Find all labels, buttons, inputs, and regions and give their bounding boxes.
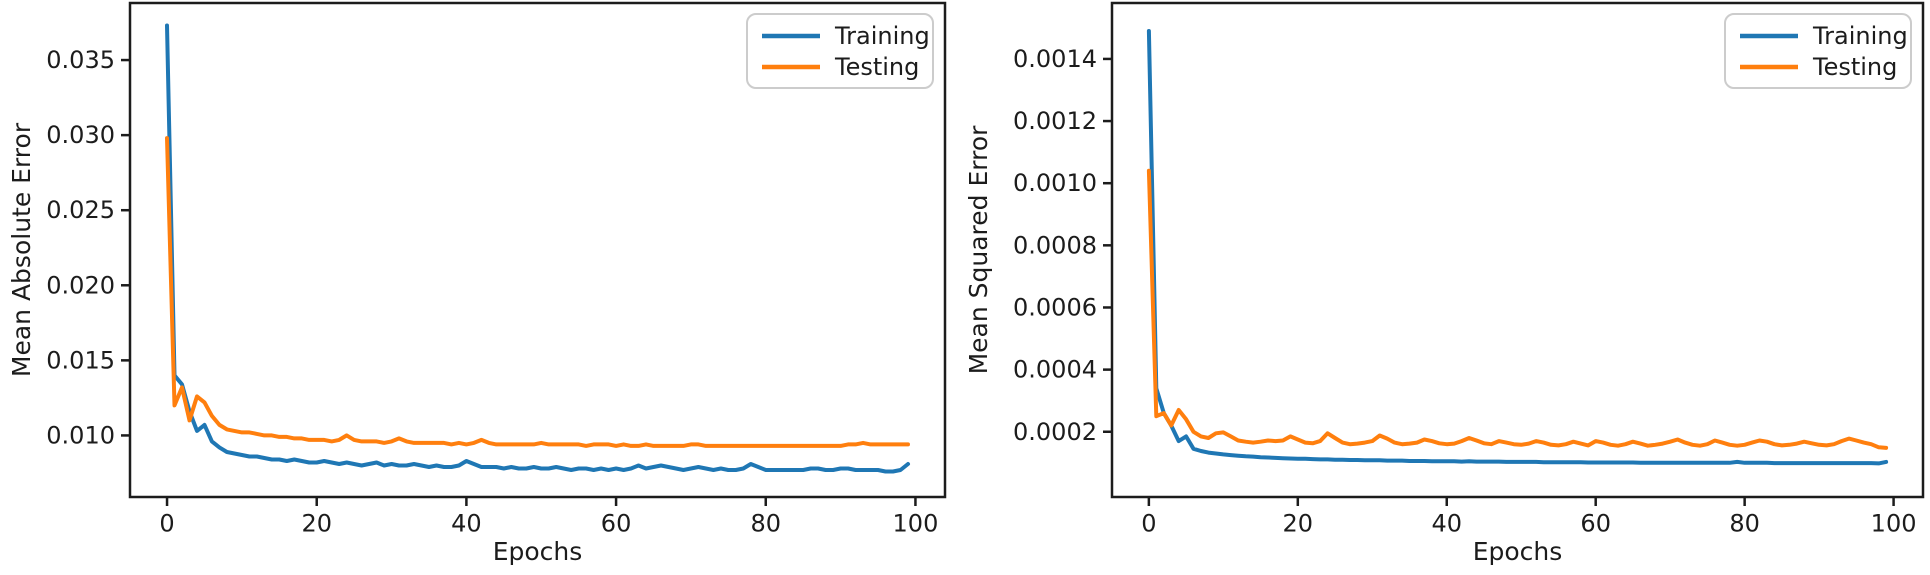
x-tick-label: 20 xyxy=(1283,510,1314,538)
x-tick-label: 0 xyxy=(159,510,174,538)
series-testing-line xyxy=(1146,168,1889,450)
x-tick-label: 40 xyxy=(1431,510,1462,538)
x-tick-label: 60 xyxy=(1580,510,1611,538)
x-tick-label: 20 xyxy=(301,510,332,538)
y-tick-label: 0.030 xyxy=(46,121,115,149)
y-tick-label: 0.0010 xyxy=(1013,169,1097,197)
legend: Training Testing xyxy=(746,13,934,89)
mse-chart: 0 20 40 60 80 100 0.0002 0.0004 0.0006 0.0008 0.00… xyxy=(965,0,1930,575)
x-tick-label: 0 xyxy=(1141,510,1156,538)
mae-chart-svg: 0 20 40 60 80 1000.0100.0150.0200.0250.0300.0… xyxy=(7,1,947,566)
plot-border xyxy=(1110,1,1925,499)
x-tick-label: 40 xyxy=(451,510,482,538)
mae-chart: 0 20 40 60 80 100 0.010 0.015 0.020 0.025 0.030 0.0… xyxy=(7,1,947,566)
y-axis-title: Mean Absolute Error xyxy=(7,122,36,377)
y-tick-label: 0.025 xyxy=(46,196,115,224)
legend-box xyxy=(746,13,934,89)
legend-label-testing: Testing xyxy=(834,53,919,81)
y-axis-title: Mean Squared Error xyxy=(965,125,993,375)
y-tick-label: 0.0006 xyxy=(1013,293,1097,321)
y-tick-label: 0.0012 xyxy=(1013,107,1097,135)
x-axis-title: Epochs xyxy=(493,537,583,566)
legend-label-training: Training xyxy=(834,22,930,50)
y-tick-label: 0.0008 xyxy=(1013,231,1097,259)
plot-border xyxy=(128,1,947,499)
plot-series xyxy=(1146,29,1889,466)
y-tick-label: 0.015 xyxy=(46,346,115,374)
x-tick-label: 80 xyxy=(750,510,781,538)
x-tick-label: 80 xyxy=(1729,510,1760,538)
legend: Training Testing xyxy=(1724,13,1912,89)
series-training-line xyxy=(1146,29,1889,466)
x-tick-label: 100 xyxy=(1871,510,1917,538)
y-tick-label: 0.020 xyxy=(46,271,115,299)
legend-box xyxy=(1724,13,1912,89)
x-axis: 0 20 40 60 80 100 xyxy=(1141,497,1916,538)
series-testing-line xyxy=(165,136,910,448)
plot-series xyxy=(165,23,910,474)
x-tick-label: 60 xyxy=(601,510,632,538)
y-tick-label: 0.0004 xyxy=(1013,356,1097,384)
x-axis: 0 20 40 60 80 100 xyxy=(159,497,938,538)
x-tick-label: 100 xyxy=(893,510,939,538)
y-axis: 0.0002 0.0004 0.0006 0.0008 0.0010 0.0012 0.00… xyxy=(1013,45,1112,446)
y-tick-label: 0.0014 xyxy=(1013,45,1097,73)
y-tick-label: 0.035 xyxy=(46,46,115,74)
x-axis-title: Epochs xyxy=(1473,537,1563,566)
y-tick-label: 0.0002 xyxy=(1013,418,1097,446)
mse-chart-svg: 0 20 40 60 80 1000.00020.00040.00060.00080.00… xyxy=(965,1,1925,566)
y-tick-label: 0.010 xyxy=(46,421,115,449)
legend-label-testing: Testing xyxy=(1812,53,1897,81)
legend-label-training: Training xyxy=(1812,22,1908,50)
y-axis: 0.010 0.015 0.020 0.025 0.030 0.035 xyxy=(46,46,130,449)
series-training-line xyxy=(165,23,910,474)
